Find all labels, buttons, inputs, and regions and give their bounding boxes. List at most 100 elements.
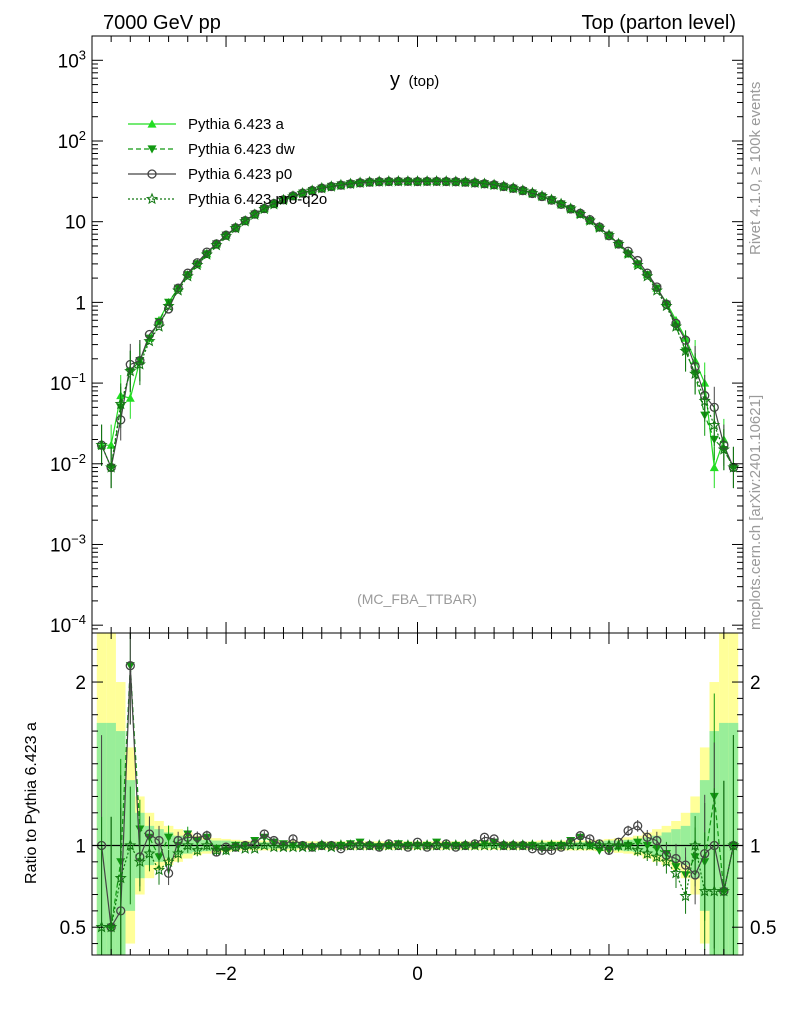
ratio-point-3 bbox=[526, 839, 539, 851]
data-point-3 bbox=[641, 270, 654, 282]
ratio-point-3 bbox=[105, 920, 118, 933]
ratio-point-3 bbox=[650, 850, 663, 863]
data-point-3 bbox=[602, 228, 615, 241]
data-point-1 bbox=[164, 298, 174, 307]
ratio-point-3 bbox=[287, 840, 300, 853]
y-tick-label-exp: −4 bbox=[71, 612, 86, 627]
series-line-2 bbox=[101, 180, 734, 470]
data-point-3 bbox=[95, 438, 108, 451]
data-point-3 bbox=[468, 176, 482, 189]
ratio-point-3 bbox=[172, 847, 185, 859]
ratio-point-2 bbox=[422, 842, 432, 852]
ratio-point-1 bbox=[355, 838, 365, 847]
data-point-3 bbox=[114, 397, 127, 410]
ratio-line-3 bbox=[101, 844, 734, 928]
data-point-3 bbox=[449, 175, 462, 187]
ratio-point-3 bbox=[421, 839, 434, 851]
data-point-3 bbox=[353, 176, 367, 189]
data-point-2 bbox=[173, 283, 183, 293]
main-title-var: y bbox=[390, 69, 400, 91]
ratio-point-2 bbox=[652, 835, 662, 846]
ratio-point-3 bbox=[698, 884, 711, 897]
ratio-point-2 bbox=[259, 829, 269, 839]
legend-label: Pythia 6.423 a bbox=[188, 116, 285, 133]
ratio-point-3 bbox=[210, 844, 223, 856]
data-point-3 bbox=[545, 193, 558, 205]
ratio-y-tick-label-right: 1 bbox=[750, 836, 761, 857]
ratio-x-tick-label: 2 bbox=[604, 964, 615, 985]
data-point-3 bbox=[277, 193, 290, 206]
series-line-3 bbox=[101, 180, 734, 470]
ratio-point-2 bbox=[489, 834, 499, 844]
ratio-point-3 bbox=[717, 884, 730, 897]
data-point-3 bbox=[191, 258, 204, 271]
data-point-3 bbox=[267, 198, 281, 210]
data-point-3 bbox=[488, 178, 501, 191]
y-tick-label: 103 bbox=[58, 47, 86, 72]
main-title-suffix: (top) bbox=[408, 73, 439, 90]
rivet-label: Rivet 4.1.0, ≥ 100k events bbox=[747, 82, 764, 255]
data-point-3 bbox=[105, 461, 118, 473]
ratio-point-2 bbox=[154, 835, 164, 846]
ratio-point-3 bbox=[325, 840, 338, 853]
ratio-marks bbox=[92, 633, 743, 955]
ratio-point-3 bbox=[449, 839, 462, 851]
legend: Pythia 6.423 a Pythia 6.423 dw Pythia 6.42… bbox=[128, 116, 327, 208]
ratio-point-3 bbox=[315, 839, 328, 851]
ratio-point-3 bbox=[641, 847, 654, 859]
y-tick-label: 10 bbox=[65, 213, 86, 234]
data-point-3 bbox=[459, 175, 472, 188]
ratio-point-3 bbox=[334, 839, 347, 851]
data-point-3 bbox=[420, 175, 434, 187]
main-marks bbox=[95, 175, 740, 489]
ratio-point-3 bbox=[564, 839, 577, 851]
data-point-0 bbox=[106, 440, 116, 449]
ratio-point-3 bbox=[344, 839, 357, 851]
ratio-ylabel: Ratio to Pythia 6.423 a bbox=[23, 722, 40, 884]
ratio-point-3 bbox=[162, 855, 175, 868]
y-tick-label: 102 bbox=[58, 128, 86, 153]
legend-marker bbox=[147, 119, 157, 128]
ratio-point-3 bbox=[468, 839, 481, 851]
y-tick-label: 10−4 bbox=[50, 612, 86, 637]
ratio-point-2 bbox=[451, 842, 461, 852]
ratio-point-3 bbox=[583, 839, 596, 851]
ratio-y-tick-label-right: 2 bbox=[750, 673, 761, 694]
series-line-1 bbox=[110, 180, 734, 468]
data-point-0 bbox=[709, 462, 719, 472]
ratio-point-3 bbox=[354, 839, 367, 851]
ratio-point-1 bbox=[633, 838, 643, 847]
ratio-point-2 bbox=[173, 835, 183, 846]
data-point-3 bbox=[679, 344, 692, 357]
data-point-2 bbox=[183, 268, 193, 278]
ratio-point-3 bbox=[411, 839, 424, 851]
y-tick-label-base: 10 bbox=[50, 535, 71, 556]
data-point-3 bbox=[258, 202, 271, 215]
data-point-3 bbox=[497, 180, 510, 192]
data-point-0 bbox=[125, 393, 135, 402]
ratio-point-3 bbox=[95, 920, 108, 933]
y-tick-label: 10−3 bbox=[50, 531, 86, 556]
data-point-3 bbox=[133, 358, 146, 370]
main-title: y (top) bbox=[390, 69, 439, 91]
ratio-point-3 bbox=[373, 839, 386, 851]
data-point-3 bbox=[516, 184, 529, 196]
data-point-3 bbox=[717, 443, 730, 455]
ratio-line-1 bbox=[110, 665, 734, 928]
ratio-point-3 bbox=[602, 839, 615, 851]
ratio-y-tick-label: 1 bbox=[75, 836, 86, 857]
y-tick-label-base: 10 bbox=[58, 51, 79, 72]
legend-label: Pythia 6.423 p0 bbox=[188, 166, 292, 183]
ratio-point-3 bbox=[727, 839, 740, 851]
data-point-2 bbox=[604, 231, 614, 241]
data-point-3 bbox=[373, 175, 386, 187]
data-point-3 bbox=[622, 247, 635, 259]
data-point-3 bbox=[229, 221, 242, 234]
data-point-3 bbox=[555, 197, 568, 210]
ratio-point-3 bbox=[277, 840, 290, 853]
y-tick-label-exp: 3 bbox=[79, 47, 86, 62]
data-point-3 bbox=[564, 202, 577, 214]
data-point-3 bbox=[181, 270, 194, 282]
analysis-label: (MC_FBA_TTBAR) bbox=[357, 591, 477, 607]
